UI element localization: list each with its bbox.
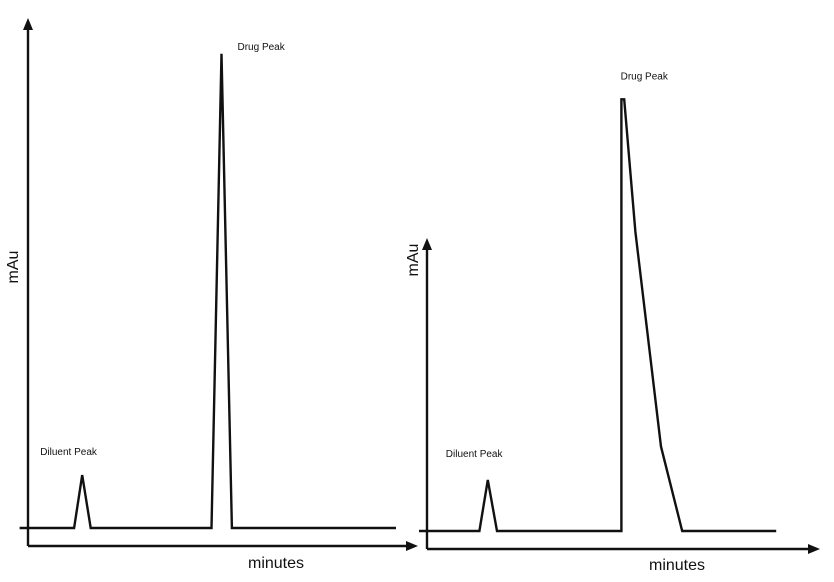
chromatogram-panel-left: Diluent Peak Drug Peak minutes mAu [5, 18, 418, 572]
diluent-peak-label: Diluent Peak [40, 447, 98, 458]
y-axis-arrow-icon [422, 238, 432, 250]
chromatogram-trace [19, 53, 396, 530]
y-axis-arrow-icon [23, 18, 33, 30]
chromatogram-panel-right: Diluent Peak Drug Peak minutes mAu [405, 71, 820, 574]
x-axis-arrow-icon [808, 544, 820, 554]
chromatogram-trace [419, 98, 777, 533]
y-axis-label: mAu [405, 244, 422, 277]
x-axis-label: minutes [248, 555, 304, 572]
drug-peak-label: Drug Peak [621, 71, 669, 82]
drug-peak-label: Drug Peak [238, 42, 286, 53]
x-axis-arrow-icon [406, 541, 418, 551]
diluent-peak-label: Diluent Peak [446, 449, 504, 460]
x-axis-label: minutes [649, 557, 705, 574]
y-axis-label: mAu [5, 251, 22, 284]
